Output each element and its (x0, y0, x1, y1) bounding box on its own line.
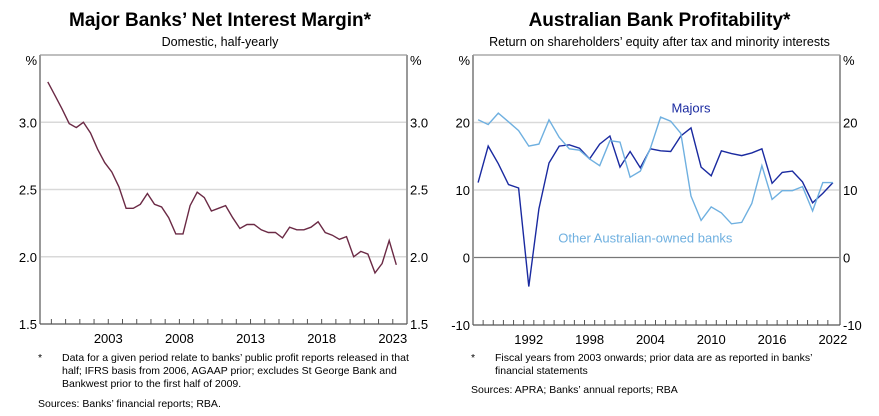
x-tick-label: 2004 (636, 332, 665, 347)
y-tick-label-right: 2.5 (410, 183, 428, 198)
x-tick-label: 1998 (575, 332, 604, 347)
y-tick-label-left: 2.5 (19, 183, 37, 198)
series-line-other-australian-owned-banks (477, 112, 833, 225)
y-tick-label-right: 2.0 (410, 250, 428, 265)
y-tick-label-right: 0 (843, 251, 850, 266)
x-tick-label: 2008 (165, 331, 194, 346)
y-tick-label-right: -10 (843, 318, 862, 333)
y-tick-label-right: 1.5 (410, 317, 428, 332)
chart-subtitle: Domestic, half-yearly (161, 35, 279, 49)
nim-chart: 1.5 1.5 2.0 2.0 2.5 2.5 3.0 3.0% % 2003 2008 2013 20… (19, 53, 428, 346)
annotation-other-banks: Other Australian-owned banks (558, 231, 733, 246)
y-unit-right: % (843, 53, 855, 68)
y-tick-label-left: 0 (463, 251, 470, 266)
x-tick-label: 2023 (378, 331, 407, 346)
y-tick-label-left: 2.0 (19, 250, 37, 265)
roe-chart: -10 -10 0 0 10 10 20 20% % 1992 1998 2004 2010 2016 20… (451, 53, 862, 347)
sources: Sources: APRA; Banks’ annual reports; RB… (471, 384, 678, 396)
series-line-majors (477, 126, 834, 287)
y-tick-label-left: 3.0 (19, 115, 37, 130)
y-unit-left: % (25, 53, 37, 68)
footnote-marker: * (38, 352, 43, 364)
y-tick-label-left: -10 (451, 318, 470, 333)
roe-chart-panel: Australian Bank Profitability* Return on… (440, 0, 879, 416)
footnote-text: Data for a given period relate to banks’… (62, 352, 409, 390)
footnote-text: Fiscal years from 2003 onwards; prior da… (495, 352, 813, 377)
y-tick-label-left: 20 (456, 116, 470, 131)
chart-title: Major Banks’ Net Interest Margin* (69, 10, 371, 31)
x-tick-label: 2003 (94, 331, 123, 346)
annotation-majors: Majors (671, 100, 711, 115)
series-line-net-interest-margin (47, 81, 397, 275)
x-tick-label: 2022 (818, 332, 847, 347)
chart-subtitle: Return on shareholders’ equity after tax… (489, 35, 830, 49)
x-tick-label: 2018 (307, 331, 336, 346)
y-tick-label-left: 10 (456, 183, 470, 198)
footnote-marker: * (471, 352, 476, 364)
chart-title: Australian Bank Profitability* (528, 10, 791, 31)
x-tick-label: 2013 (236, 331, 265, 346)
y-unit-left: % (458, 53, 470, 68)
nim-chart-panel: Major Banks’ Net Interest Margin* Domest… (19, 10, 428, 410)
y-tick-label-left: 1.5 (19, 317, 37, 332)
x-tick-label: 2010 (697, 332, 726, 347)
sources: Sources: Banks’ financial reports; RBA. (38, 398, 221, 410)
x-tick-label: 2016 (758, 332, 787, 347)
y-tick-label-right: 3.0 (410, 115, 428, 130)
y-tick-label-right: 20 (843, 116, 857, 131)
y-unit-right: % (410, 53, 422, 68)
x-tick-label: 1992 (514, 332, 543, 347)
y-tick-label-right: 10 (843, 183, 857, 198)
